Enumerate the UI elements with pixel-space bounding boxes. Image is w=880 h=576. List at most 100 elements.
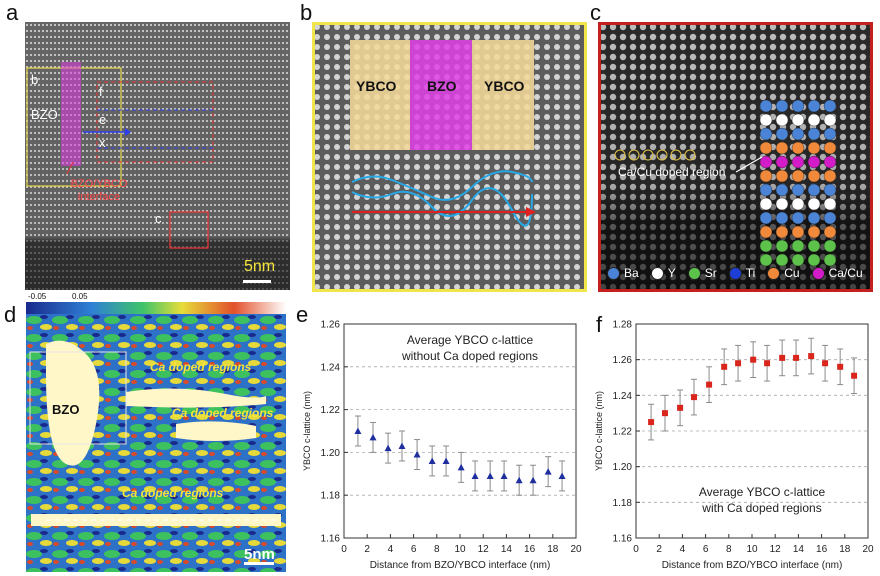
y-tick-label: 1.22 [321,405,341,416]
data-point [515,476,523,484]
panel-label-f: f [596,312,603,337]
atom-ba [759,211,773,225]
panel-a-image [25,22,290,290]
atom-ba [791,127,805,141]
x-tick-label: 18 [547,544,559,555]
doped-marker [628,149,640,161]
legend-swatch [728,266,742,280]
data-point [500,472,508,479]
atom-ba [759,127,773,141]
atom-ba [791,99,805,113]
data-point [837,363,844,370]
legend-item: Y [650,266,676,280]
atom-ba [807,183,821,197]
atom-cu [823,225,837,239]
atom-ba [807,99,821,113]
atom-y [791,113,805,127]
y-tick-label: 1.18 [613,498,633,509]
atom-ba [807,211,821,225]
y-tick-label: 1.16 [321,534,341,545]
x-tick-label: 12 [770,544,782,555]
x-tick-label: 10 [454,544,466,555]
atom-ba [823,127,837,141]
legend-item: Ca/Cu [811,266,863,280]
y-tick-label: 1.26 [613,355,633,366]
y-tick-label: 1.20 [613,462,633,473]
data-point [413,451,421,458]
x-tick-label: 18 [839,544,851,555]
doped-marker [642,149,654,161]
colorbar-min: -0.05 [28,292,47,301]
data-point [369,433,377,441]
legend-swatch [811,266,825,280]
x-tick-label: 14 [793,544,805,555]
y-tick-label: 1.26 [321,320,341,331]
data-point [808,353,815,360]
atom-sr [807,253,821,267]
bzo-label-d: BZO [52,402,80,417]
atom-sr [823,239,837,253]
data-point [648,419,655,426]
atom-y [759,197,773,211]
x-tick-label: 2 [656,544,662,555]
data-point [750,356,757,363]
region-e-label: e [99,112,107,127]
atom-cu [823,169,837,183]
atom-cu [807,169,821,183]
legend-label: Y [667,266,676,280]
atom-cu [775,141,789,155]
y-tick-label: 1.24 [613,391,633,402]
data-point [442,457,450,464]
atom-y [775,113,789,127]
x-tick-label: 14 [501,544,513,555]
chart-title-line: with Ca doped regions [701,501,821,515]
data-point [398,442,406,449]
doped-marker [614,149,626,161]
atom-ba [775,183,789,197]
atom-ba [775,127,789,141]
atom-y [807,113,821,127]
data-point [558,472,566,479]
atom-ca-cu [791,155,805,169]
legend-item: Sr [687,266,717,280]
atom-ba [791,183,805,197]
atom-y [791,197,805,211]
x-axis-label: Distance from BZO/YBCO interface (nm) [370,560,551,571]
atom-cu [791,169,805,183]
data-point [662,410,668,417]
panel-c-image [598,22,873,292]
bzo-overlay [61,62,81,166]
chart-f: 0 2 4 6 8 10 12 14 16 18 20 1.16 1.18 1.20 1.22 1.24 1.2… [594,320,874,572]
region-ybco-left: YBCO [356,78,397,94]
atom-ba [823,211,837,225]
y-tick-label: 1.22 [613,427,633,438]
legend-label: Ti [745,266,756,280]
x-tick-label: 4 [388,544,394,555]
atom-ba [759,99,773,113]
atom-ba [823,99,837,113]
doped-marker [656,149,668,161]
panel-label-a: a [6,0,19,25]
region-c-label: c [155,211,162,226]
atom-ca-cu [759,155,773,169]
atom-cu [823,141,837,155]
atom-sr [775,239,789,253]
y-tick-label: 1.20 [321,448,341,459]
ca-label-3: Ca doped regions [122,486,224,500]
atom-cu [791,141,805,155]
panel-d-map [26,314,286,572]
scale-bar-d [244,562,274,565]
region-b-label: b [31,72,39,87]
atom-cu [807,225,821,239]
atom-sr [807,239,821,253]
data-point [779,354,786,361]
x-tick-label: 16 [816,544,828,555]
legend-label: Cu [784,266,800,280]
chart-e: 0 2 4 6 8 10 12 14 16 18 20 1.16 1.18 1.20 1.22 1.24 1.2… [302,320,582,572]
atom-ca-cu [823,155,837,169]
panel-label-e: e [296,302,309,327]
scale-bar-a [243,280,271,283]
data-point [706,381,713,388]
atom-ba [775,211,789,225]
panel-label-c: c [590,0,601,25]
